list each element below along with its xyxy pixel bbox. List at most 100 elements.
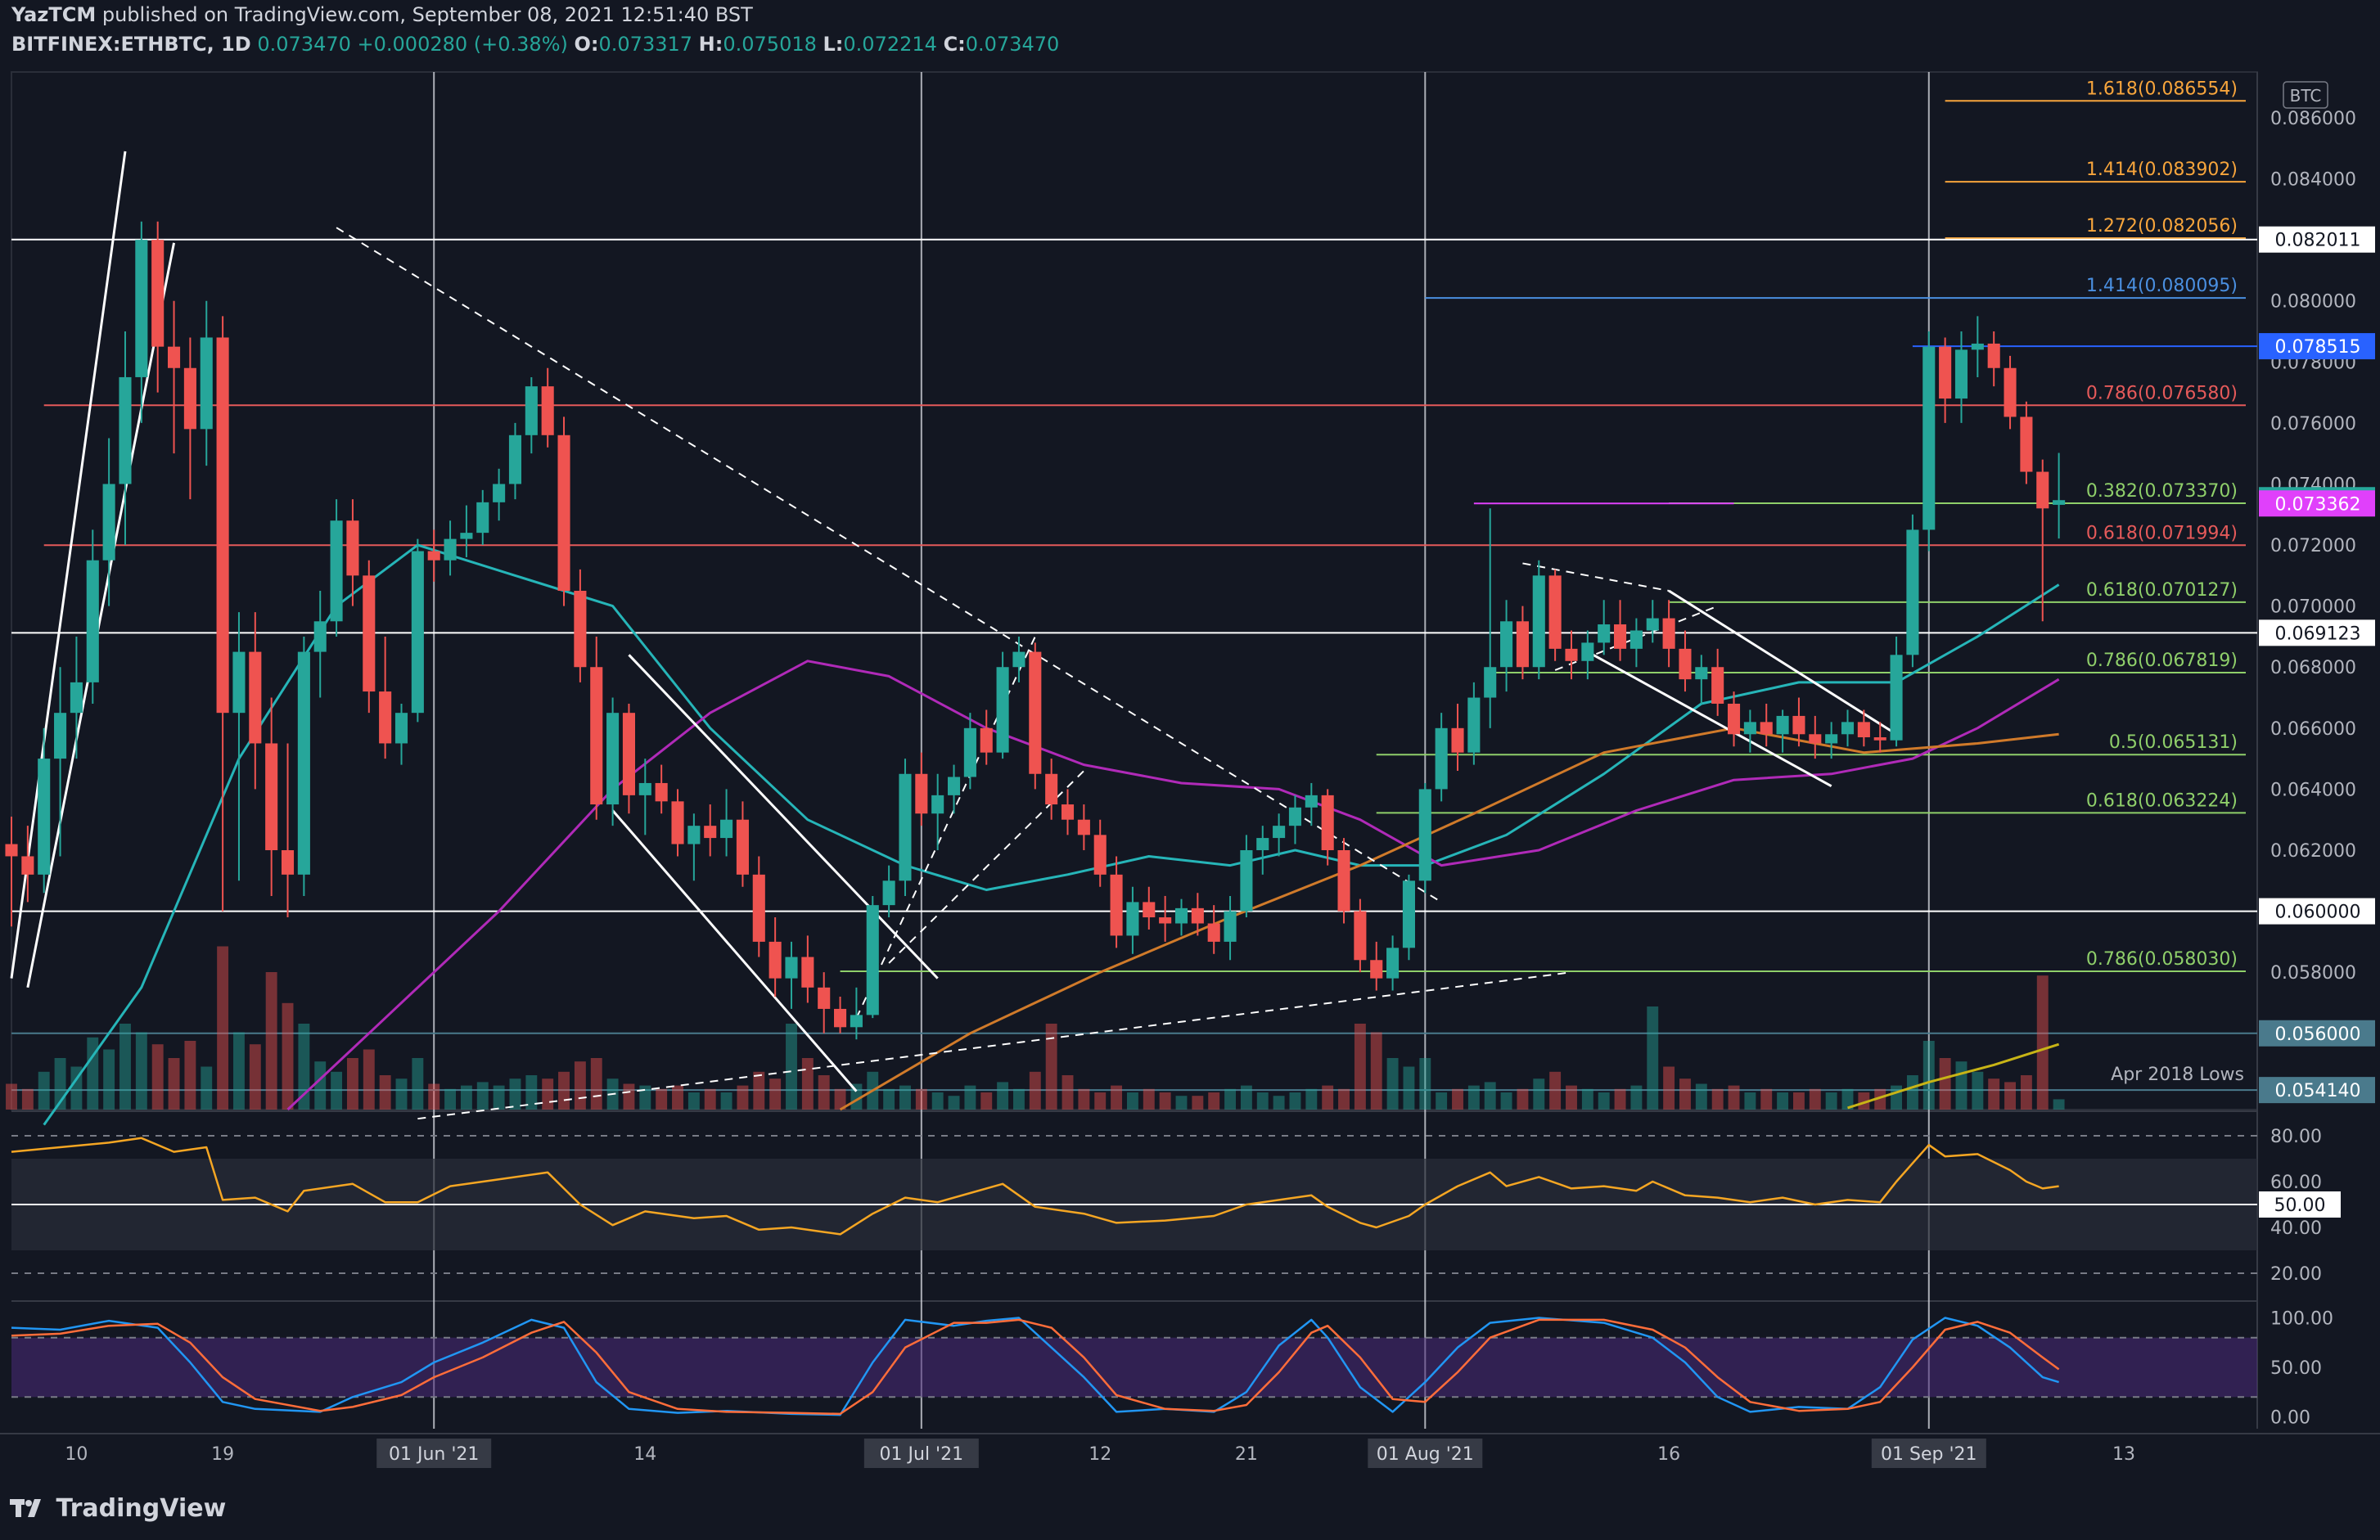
solid-trendline[interactable]: [26, 242, 176, 988]
candle-body-down[interactable]: [2020, 417, 2033, 472]
candle-body-down[interactable]: [1760, 722, 1773, 735]
candle-body-up[interactable]: [1126, 902, 1139, 936]
candle-body-up[interactable]: [1629, 630, 1643, 649]
candlesticks[interactable]: [5, 221, 2066, 1040]
candle-body-down[interactable]: [1337, 850, 1350, 912]
candle-body-down[interactable]: [1679, 648, 1692, 680]
candle-body-up[interactable]: [866, 905, 879, 1015]
candle-body-down[interactable]: [21, 856, 34, 875]
candle-body-down[interactable]: [346, 520, 359, 576]
candle-body-up[interactable]: [1695, 667, 1708, 680]
candle-body-down[interactable]: [1321, 795, 1334, 850]
candle-body-down[interactable]: [622, 713, 635, 795]
candle-body-down[interactable]: [1061, 804, 1075, 820]
candle-body-down[interactable]: [281, 850, 295, 875]
candle-body-up[interactable]: [1012, 651, 1025, 668]
candle-body-down[interactable]: [379, 691, 392, 744]
candle-body-down[interactable]: [818, 987, 831, 1009]
candle-body-down[interactable]: [1451, 727, 1464, 753]
candle-body-up[interactable]: [508, 435, 522, 484]
candle-body-down[interactable]: [427, 551, 440, 561]
candle-body-up[interactable]: [947, 777, 961, 795]
candle-body-up[interactable]: [297, 651, 310, 875]
candle-body-up[interactable]: [1288, 807, 1302, 826]
candle-body-up[interactable]: [70, 682, 83, 714]
candle-body-up[interactable]: [1954, 349, 1968, 399]
candle-body-down[interactable]: [704, 826, 717, 839]
candle-body-up[interactable]: [882, 880, 895, 906]
candle-body-down[interactable]: [1159, 917, 1172, 924]
candle-body-down[interactable]: [167, 346, 181, 368]
candle-body-up[interactable]: [232, 651, 246, 714]
symbol-name[interactable]: BITFINEX:ETHBTC, 1D: [11, 33, 251, 56]
candle-body-up[interactable]: [1224, 911, 1237, 942]
candle-body-up[interactable]: [394, 713, 408, 744]
candle-body-down[interactable]: [1143, 902, 1156, 918]
candle-body-up[interactable]: [86, 560, 99, 682]
candle-body-up[interactable]: [1500, 621, 1513, 668]
candle-body-up[interactable]: [200, 337, 213, 430]
candle-body-up[interactable]: [785, 957, 798, 979]
candle-body-up[interactable]: [313, 621, 327, 652]
candle-body-up[interactable]: [1971, 343, 1984, 350]
candle-body-up[interactable]: [1240, 850, 1253, 912]
candle-body-down[interactable]: [557, 435, 570, 591]
candle-body-down[interactable]: [801, 957, 814, 988]
candle-body-down[interactable]: [752, 874, 765, 942]
author-name[interactable]: YazTCM: [11, 3, 97, 26]
candle-body-down[interactable]: [655, 782, 668, 802]
candle-body-down[interactable]: [2004, 367, 2017, 417]
candle-body-down[interactable]: [1662, 618, 1675, 649]
candle-body-up[interactable]: [1256, 838, 1269, 850]
candle-body-down[interactable]: [265, 743, 278, 850]
candle-body-up[interactable]: [444, 538, 457, 561]
candle-body-down[interactable]: [363, 575, 376, 692]
candle-body-down[interactable]: [1077, 819, 1090, 835]
candle-body-down[interactable]: [1354, 911, 1367, 961]
candle-body-down[interactable]: [1809, 734, 1822, 744]
dashed-trendline[interactable]: [1522, 562, 1670, 592]
candle-body-down[interactable]: [1548, 575, 1562, 649]
candle-body-up[interactable]: [411, 551, 424, 714]
solid-trendline[interactable]: [628, 654, 939, 979]
candle-body-down[interactable]: [249, 651, 262, 744]
candle-body-down[interactable]: [1727, 703, 1741, 735]
candle-body-up[interactable]: [1825, 734, 1838, 744]
trendlines[interactable]: [10, 151, 1897, 1120]
candle-body-down[interactable]: [1711, 667, 1724, 704]
solid-trendline[interactable]: [10, 151, 127, 979]
candle-body-down[interactable]: [183, 367, 196, 430]
candle-body-up[interactable]: [1532, 575, 1545, 668]
candle-body-up[interactable]: [1906, 529, 1919, 655]
candle-body-down[interactable]: [216, 337, 229, 714]
candle-body-up[interactable]: [102, 484, 115, 561]
candle-body-up[interactable]: [2053, 500, 2066, 505]
candle-body-up[interactable]: [1273, 826, 1286, 839]
candle-body-down[interactable]: [1207, 923, 1220, 942]
candle-body-down[interactable]: [1987, 343, 2000, 368]
candle-body-down[interactable]: [671, 801, 684, 844]
candle-body-down[interactable]: [1093, 835, 1107, 875]
candle-body-down[interactable]: [915, 773, 928, 814]
candle-body-up[interactable]: [1598, 624, 1611, 643]
candle-body-up[interactable]: [54, 713, 67, 759]
candle-body-down[interactable]: [736, 819, 749, 875]
candle-body-down[interactable]: [1516, 621, 1529, 668]
candle-body-up[interactable]: [899, 773, 912, 881]
candle-body-up[interactable]: [606, 713, 620, 805]
candle-body-up[interactable]: [963, 727, 976, 777]
candle-body-up[interactable]: [1841, 722, 1855, 735]
candle-body-down[interactable]: [5, 844, 18, 857]
candle-body-down[interactable]: [1792, 715, 1805, 735]
candle-body-up[interactable]: [1435, 727, 1448, 790]
candle-body-up[interactable]: [1418, 789, 1431, 881]
candle-body-up[interactable]: [1922, 346, 1936, 530]
candle-body-down[interactable]: [2036, 471, 2049, 509]
candle-body-down[interactable]: [574, 591, 587, 668]
tradingview-logo[interactable]: TradingView: [10, 1494, 226, 1523]
candle-body-up[interactable]: [330, 520, 343, 622]
candle-body-up[interactable]: [1776, 715, 1789, 735]
candle-body-up[interactable]: [1646, 618, 1659, 631]
dashed-trendline[interactable]: [336, 227, 1442, 903]
